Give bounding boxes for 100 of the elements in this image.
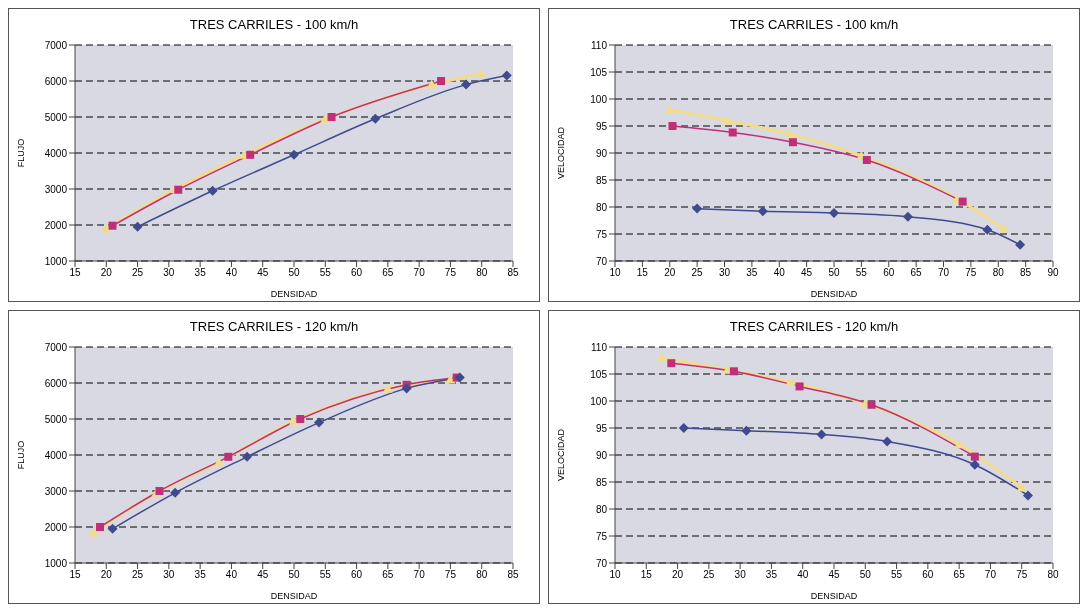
x-tick-label: 15 bbox=[640, 569, 653, 581]
point bbox=[668, 122, 677, 130]
point bbox=[501, 70, 512, 81]
point bbox=[678, 423, 689, 433]
y-tick-label: 6000 bbox=[44, 75, 68, 87]
point bbox=[667, 359, 676, 368]
y-tick-label: 70 bbox=[595, 557, 608, 569]
y-tick-label: 1000 bbox=[44, 255, 68, 267]
point bbox=[816, 429, 827, 440]
x-tick-label: 35 bbox=[194, 267, 207, 279]
x-tick-label: 90 bbox=[1047, 267, 1059, 279]
y-tick-label: 2000 bbox=[44, 521, 68, 533]
y-tick-label: 95 bbox=[595, 422, 608, 434]
x-tick-label: 75 bbox=[1016, 569, 1028, 581]
y-tick-label: 5000 bbox=[44, 413, 68, 425]
x-tick-label: 80 bbox=[476, 267, 488, 279]
x-tick-label: 60 bbox=[351, 267, 363, 279]
point bbox=[289, 415, 299, 425]
point bbox=[757, 206, 768, 217]
y-tick-label: 7000 bbox=[44, 341, 68, 353]
point bbox=[785, 129, 796, 139]
y-tick-label: 110 bbox=[591, 341, 608, 353]
x-tick-label: 60 bbox=[351, 569, 363, 581]
x-tick-label: 55 bbox=[319, 267, 332, 279]
point bbox=[958, 197, 967, 206]
x-tick-label: 25 bbox=[703, 569, 715, 581]
point bbox=[862, 156, 871, 165]
point bbox=[213, 457, 224, 467]
x-tick-label: 35 bbox=[194, 569, 207, 581]
y-tick-label: 3000 bbox=[44, 183, 68, 195]
x-tick-label: 80 bbox=[476, 569, 488, 581]
y-tick-label: 3000 bbox=[44, 485, 68, 497]
y-tick-label: 7000 bbox=[44, 39, 68, 51]
x-tick-label: 85 bbox=[507, 569, 519, 581]
x-tick-label: 70 bbox=[413, 569, 426, 581]
chart-title: TRES CARRILES - 120 km/h bbox=[728, 318, 900, 336]
x-tick-label: 15 bbox=[69, 569, 81, 581]
x-tick-label: 20 bbox=[672, 569, 684, 581]
point bbox=[829, 207, 839, 218]
x-tick-label: 45 bbox=[801, 267, 813, 279]
y-tick-label: 100 bbox=[590, 93, 608, 105]
point bbox=[426, 79, 437, 89]
x-tick-label: 30 bbox=[163, 569, 175, 581]
point bbox=[1015, 239, 1026, 250]
point bbox=[476, 68, 487, 78]
point bbox=[101, 223, 112, 233]
x-tick-label: 70 bbox=[984, 569, 997, 581]
x-tick-label: 85 bbox=[507, 267, 519, 279]
point bbox=[224, 452, 233, 461]
point bbox=[741, 425, 752, 436]
point bbox=[722, 115, 733, 125]
x-tick-label: 10 bbox=[609, 569, 621, 581]
y-tick-label: 85 bbox=[595, 476, 608, 488]
x-axis-title: DENSIDAD bbox=[270, 289, 318, 299]
y-axis-title: VELOCIDAD bbox=[556, 428, 567, 482]
point bbox=[729, 367, 738, 376]
y-tick-label: 100 bbox=[590, 395, 608, 407]
y-tick-label: 75 bbox=[595, 530, 608, 542]
point bbox=[246, 150, 255, 159]
y-tick-label: 75 bbox=[595, 228, 608, 240]
x-tick-label: 40 bbox=[773, 267, 786, 279]
x-tick-label: 35 bbox=[765, 569, 778, 581]
point bbox=[155, 487, 164, 495]
point bbox=[242, 451, 253, 462]
x-tick-label: 45 bbox=[257, 569, 269, 581]
x-tick-label: 20 bbox=[664, 267, 676, 279]
y-tick-label: 70 bbox=[595, 255, 608, 267]
x-tick-label: 50 bbox=[859, 569, 872, 581]
x-tick-label: 80 bbox=[992, 267, 1005, 279]
point bbox=[170, 487, 181, 498]
point bbox=[982, 224, 993, 235]
point bbox=[289, 149, 299, 160]
point bbox=[174, 185, 183, 194]
x-tick-label: 85 bbox=[1020, 267, 1032, 279]
x-tick-label: 75 bbox=[965, 267, 977, 279]
point bbox=[867, 400, 876, 409]
x-tick-label: 55 bbox=[855, 267, 868, 279]
point bbox=[88, 527, 99, 537]
x-tick-label: 70 bbox=[937, 267, 950, 279]
point bbox=[788, 138, 797, 147]
point bbox=[998, 223, 1009, 233]
x-tick-label: 30 bbox=[163, 267, 175, 279]
chart-title: TRES CARRILES - 100 km/h bbox=[728, 16, 900, 34]
point bbox=[320, 113, 331, 123]
point bbox=[314, 417, 325, 428]
x-tick-label: 30 bbox=[734, 569, 747, 581]
y-tick-label: 80 bbox=[595, 503, 608, 515]
point bbox=[1022, 490, 1033, 501]
y-axis-title: FLUJO bbox=[16, 138, 27, 168]
point bbox=[882, 436, 893, 447]
point bbox=[461, 79, 472, 90]
point bbox=[795, 382, 804, 391]
point bbox=[656, 352, 667, 362]
chart-title: TRES CARRILES - 100 km/h bbox=[188, 16, 360, 34]
x-tick-label: 30 bbox=[718, 267, 731, 279]
x-tick-label: 40 bbox=[225, 267, 238, 279]
y-tick-label: 95 bbox=[595, 120, 608, 132]
x-tick-label: 50 bbox=[288, 569, 300, 581]
x-tick-label: 60 bbox=[922, 569, 934, 581]
point bbox=[401, 383, 412, 394]
